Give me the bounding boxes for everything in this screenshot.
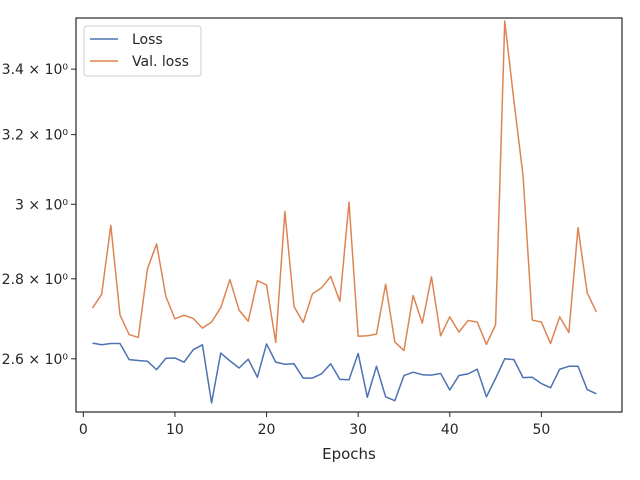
legend: Loss Val. loss [83, 25, 202, 77]
x-tick-label: 30 [349, 422, 367, 438]
x-tick-label: 10 [166, 422, 184, 438]
legend-label-0: Loss [132, 32, 163, 48]
x-tick-label: 0 [79, 422, 88, 438]
x-tick-label: 50 [532, 422, 550, 438]
y-tick-label: 3.2 × 10⁰ [2, 128, 69, 144]
x-tick-label: 40 [441, 422, 459, 438]
x-axis-label: Epochs [322, 445, 376, 463]
y-tick-label: 2.6 × 10⁰ [2, 352, 69, 368]
legend-label-1: Val. loss [132, 54, 189, 70]
y-tick-label: 3 × 10⁰ [15, 197, 68, 213]
series-line-0 [92, 342, 597, 404]
plot-frame [75, 17, 623, 413]
x-axis: 0 10 20 30 40 50 [79, 412, 550, 438]
y-tick-label: 2.8 × 10⁰ [2, 272, 69, 288]
series-line-1 [91, 20, 598, 352]
x-tick-label: 20 [258, 422, 276, 438]
y-axis: 2.6 × 10⁰ 2.8 × 10⁰ 3 × 10⁰ 3.2 × 10⁰ 3.4 × … [2, 62, 76, 368]
plot-lines [91, 20, 598, 404]
y-tick-label: 3.4 × 10⁰ [2, 62, 69, 78]
